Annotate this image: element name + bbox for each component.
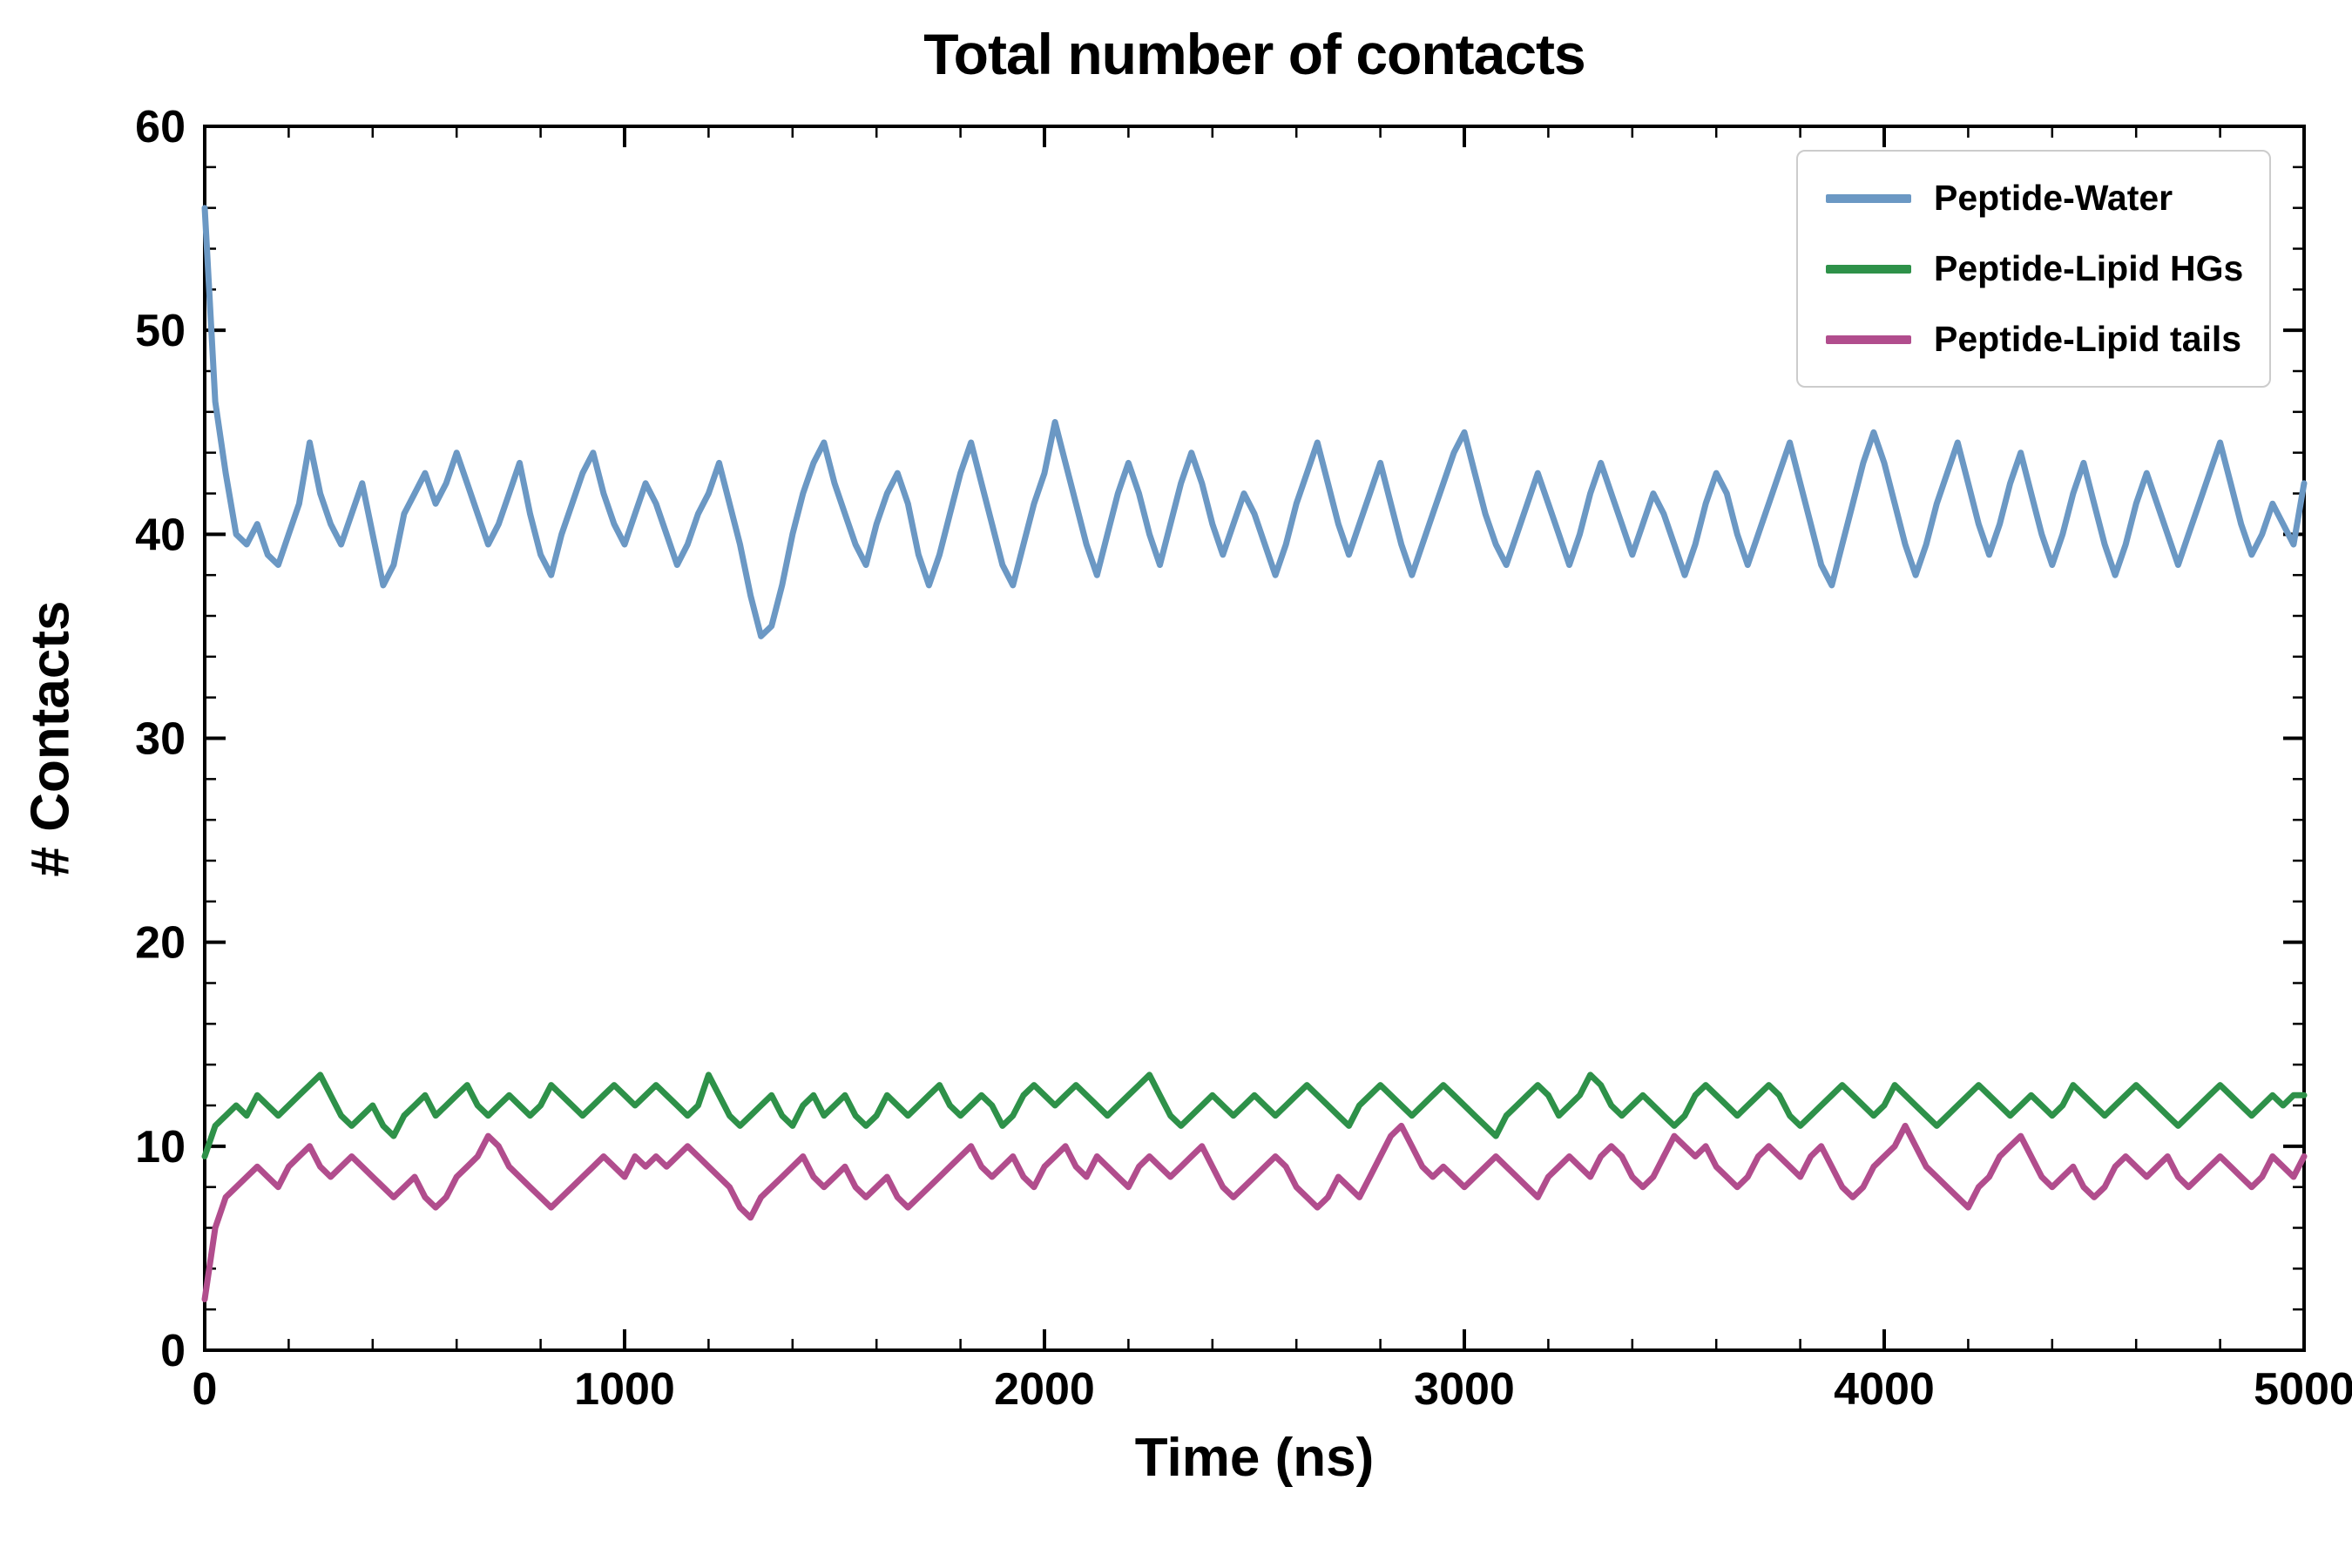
legend-swatch-peptide-lipid-hgs [1826,264,1911,274]
y-tick-label: 20 [135,918,186,969]
legend-label: Peptide-Lipid HGs [1934,248,2244,288]
legend-item-peptide-lipid-tails: Peptide-Lipid tails [1826,319,2241,360]
x-tick-label: 5000 [2254,1364,2352,1415]
series-line-peptide-lipid-tails [201,1122,2308,1302]
x-tick-label: 4000 [1834,1364,1935,1415]
x-tick-label: 3000 [1414,1364,1515,1415]
legend-label: Peptide-Water [1934,178,2173,218]
legend-item-peptide-lipid-hgs: Peptide-Lipid HGs [1826,248,2244,289]
legend-label: Peptide-Lipid tails [1934,319,2242,359]
y-tick-label: 60 [135,102,186,152]
legend-box: Peptide-Water Peptide-Lipid HGs Peptide-… [1796,150,2271,388]
y-tick-label: 0 [160,1326,186,1376]
x-tick-label: 0 [193,1364,218,1415]
y-tick-label: 50 [135,306,186,356]
y-axis-label: # Contacts [20,600,81,877]
series-line-peptide-lipid-hgs [201,1071,2308,1159]
chart-title: Total number of contacts [923,22,1586,86]
y-tick-label: 40 [135,510,186,560]
x-tick-label: 1000 [574,1364,675,1415]
legend-swatch-peptide-water [1826,193,1911,203]
series-line-peptide-water [201,205,2308,639]
legend-item-peptide-water: Peptide-Water [1826,178,2241,219]
legend-swatch-peptide-lipid-tails [1826,335,1911,344]
x-axis-label: Time (ns) [1134,1428,1375,1488]
y-tick-label: 10 [135,1122,186,1173]
x-tick-label: 2000 [994,1364,1095,1415]
y-tick-label: 30 [135,714,186,765]
